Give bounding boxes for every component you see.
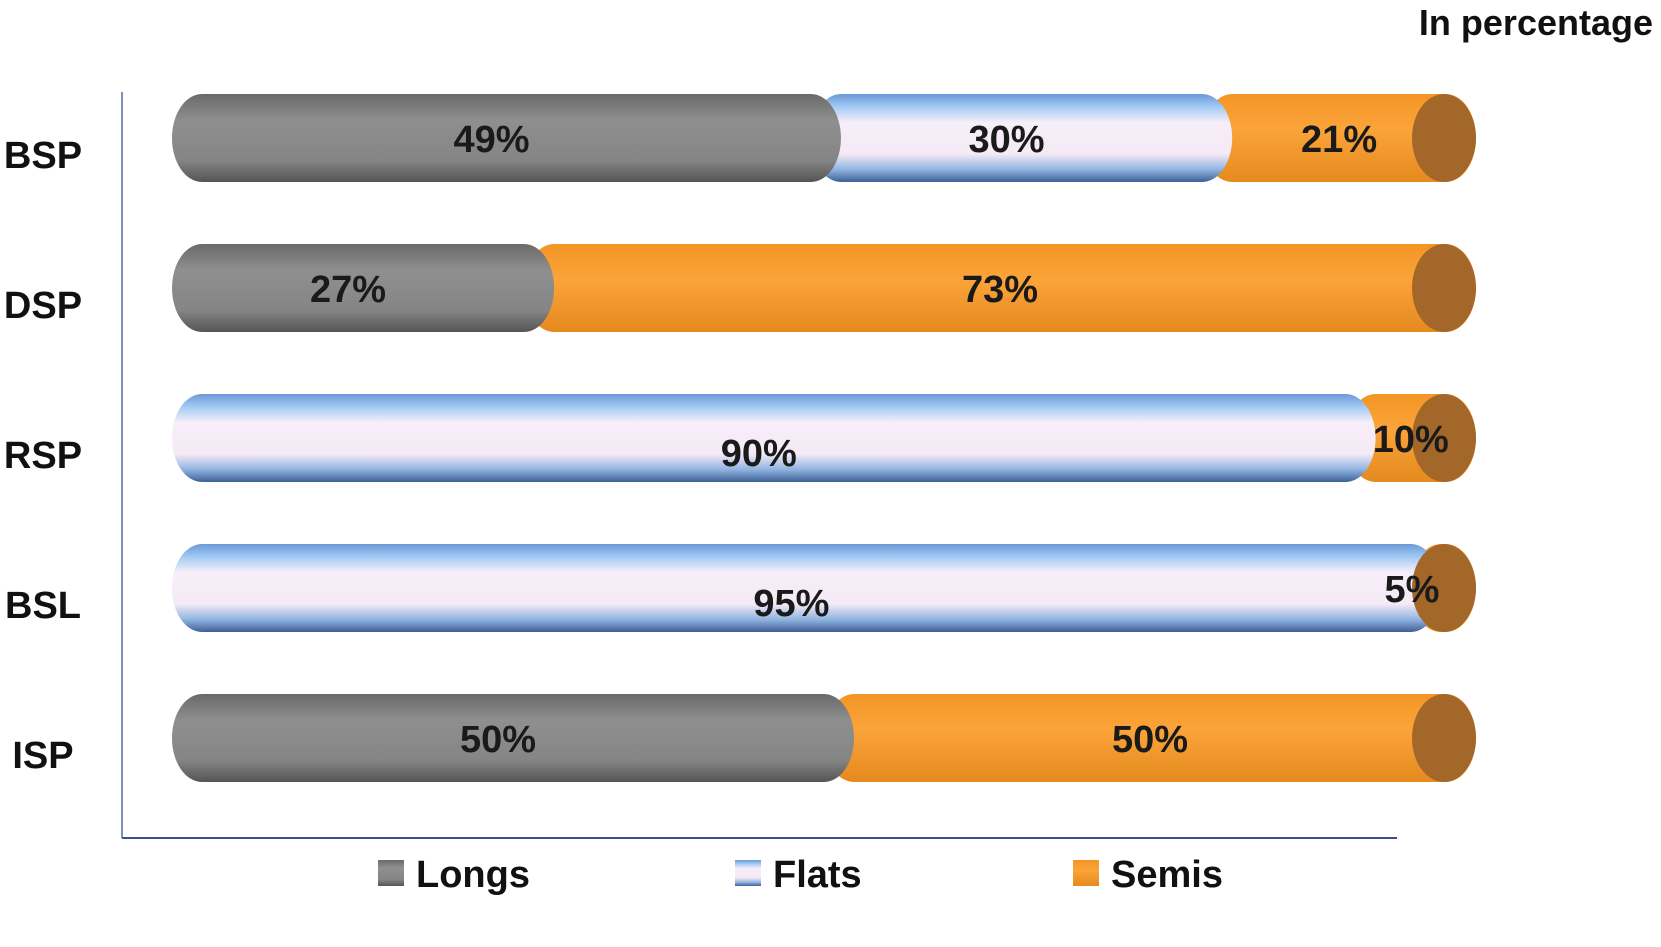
- unit-note: In percentage: [1418, 2, 1653, 43]
- value-label-bsp-longs: 49%: [453, 119, 529, 161]
- category-label-dsp: DSP: [4, 285, 82, 327]
- bar-rsp-flats: [172, 394, 1376, 482]
- legend-label-semis: Semis: [1111, 854, 1223, 896]
- bar-dsp-semis: [524, 244, 1476, 332]
- legend-label-longs: Longs: [416, 854, 530, 896]
- value-label-bsl-semis: 5%: [1385, 569, 1440, 611]
- value-label-bsp-semis: 21%: [1301, 119, 1377, 161]
- value-label-dsp-longs: 27%: [310, 269, 386, 311]
- bar-dsp-longs: [172, 244, 555, 332]
- category-label-rsp: RSP: [4, 435, 82, 477]
- value-label-isp-longs: 50%: [460, 719, 536, 761]
- category-label-bsl: BSL: [5, 585, 81, 627]
- legend-swatch-longs: [378, 860, 404, 886]
- value-label-dsp-semis: 73%: [962, 269, 1038, 311]
- legend: Longs Flats Semis: [378, 854, 1223, 896]
- bar-isp-semis: [824, 694, 1476, 782]
- value-label-bsl-flats: 95%: [753, 583, 829, 625]
- bars-layer: [172, 94, 1476, 782]
- bar-bsp-semis: [1202, 94, 1476, 182]
- bar-bsp-longs: [172, 94, 841, 182]
- category-label-isp: ISP: [12, 735, 73, 777]
- bar-cap-isp: [1412, 694, 1476, 782]
- legend-swatch-semis: [1073, 860, 1099, 886]
- bar-cap-bsp: [1412, 94, 1476, 182]
- value-label-rsp-flats: 90%: [721, 433, 797, 475]
- category-label-bsp: BSP: [4, 135, 82, 177]
- bar-bsp-flats: [810, 94, 1233, 182]
- bar-bsl-flats: [172, 544, 1441, 632]
- legend-swatch-flats: [735, 860, 761, 886]
- value-label-rsp-semis: 10%: [1373, 419, 1449, 461]
- bar-cap-bsl: [1412, 544, 1476, 632]
- bar-cap-rsp: [1412, 394, 1476, 482]
- bar-isp-longs: [172, 694, 854, 782]
- value-label-isp-semis: 50%: [1112, 719, 1188, 761]
- value-label-bsp-flats: 30%: [969, 119, 1045, 161]
- bar-cap-dsp: [1412, 244, 1476, 332]
- legend-label-flats: Flats: [773, 854, 862, 896]
- labels-layer: BSP 49% 30% 21% DSP 27% 73% RSP 90% 10% BSL 95% 5% IS…: [4, 119, 1449, 777]
